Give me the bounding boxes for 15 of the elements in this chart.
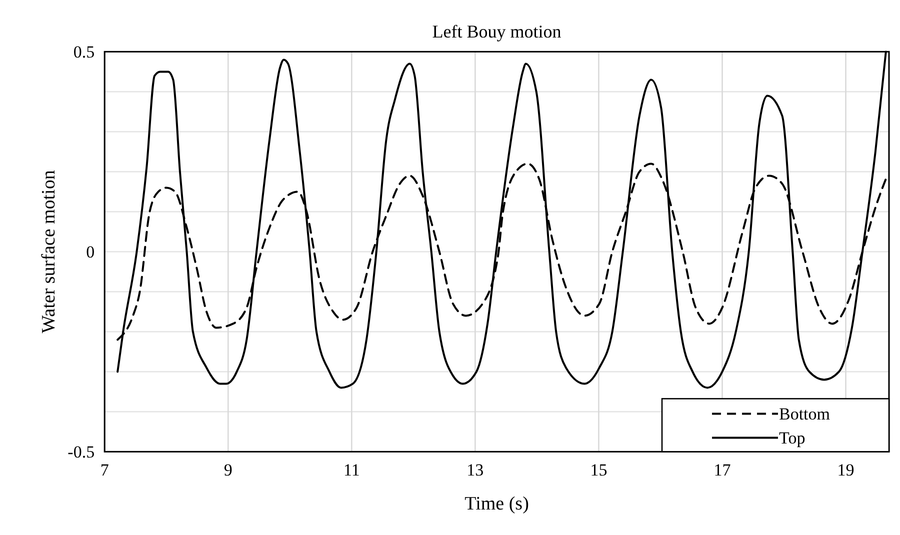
x-tick-label: 7: [100, 460, 110, 480]
y-tick-label: 0.5: [73, 42, 95, 62]
x-tick-label: 11: [343, 460, 360, 480]
x-tick-label: 13: [466, 460, 484, 480]
y-axis-title: Water surface motion: [38, 170, 60, 334]
y-tick-label: 0: [86, 242, 95, 262]
x-tick-label: 9: [224, 460, 232, 480]
x-axis-title: Time (s): [464, 494, 529, 515]
legend-label: Top: [779, 428, 806, 448]
x-tick-label: 19: [837, 460, 854, 480]
x-tick-label: 17: [714, 460, 732, 480]
x-tick-label: 15: [590, 460, 608, 480]
y-tick-label: -0.5: [68, 442, 95, 462]
legend-label: Bottom: [779, 404, 830, 424]
chart-title: Left Bouy motion: [432, 22, 562, 42]
